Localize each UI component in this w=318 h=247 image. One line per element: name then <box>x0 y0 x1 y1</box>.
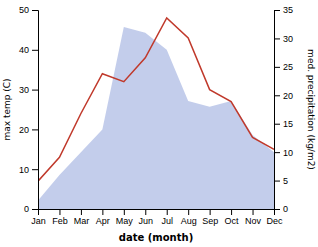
tick-mark <box>32 129 38 130</box>
tick-label: Apr <box>96 216 110 226</box>
tick: Mar <box>74 209 90 226</box>
tick: Oct <box>225 209 240 226</box>
tick: Sep <box>202 209 218 226</box>
tick-mark <box>274 209 280 210</box>
tick-label: 20 <box>283 91 293 101</box>
y2-axis-title: med. precipitation (kg/m2) <box>306 49 316 170</box>
tick: 40 <box>19 45 38 55</box>
tick: Nov <box>245 209 262 226</box>
tick-label: 30 <box>283 34 293 44</box>
tick: Jan <box>31 209 46 226</box>
tick: 35 <box>274 5 293 15</box>
tick-mark <box>32 90 38 91</box>
line <box>38 18 274 181</box>
tick-label: Dec <box>266 216 283 226</box>
tick: 30 <box>19 85 38 95</box>
tick-label: May <box>116 216 134 226</box>
tick-label: 0 <box>24 204 29 214</box>
tick-label: 10 <box>19 165 29 175</box>
tick-mark <box>32 50 38 51</box>
tick: 30 <box>274 34 293 44</box>
tick-label: Aug <box>181 216 197 226</box>
tick-label: 20 <box>19 125 29 135</box>
tick-label: 40 <box>19 45 29 55</box>
tick-mark <box>274 124 280 125</box>
tick: Jun <box>139 209 154 226</box>
tick-mark <box>274 67 280 68</box>
y2-axis: 0 5 10 15 20 25 30 35 <box>274 5 293 214</box>
tick-mark <box>253 209 254 215</box>
tick-mark <box>32 169 38 170</box>
tick-mark <box>274 95 280 96</box>
tick-label: 15 <box>283 119 293 129</box>
tick: 0 <box>274 204 288 214</box>
tick: 20 <box>274 91 293 101</box>
tick-label: Mar <box>74 216 90 226</box>
tick-label: Jan <box>31 216 46 226</box>
tick-mark <box>274 181 280 182</box>
tick-label: Jul <box>161 216 173 226</box>
tick-mark <box>231 209 232 215</box>
tick: 50 <box>19 5 38 15</box>
tick-mark <box>274 38 280 39</box>
tick: 20 <box>19 125 38 135</box>
tick-mark <box>274 10 280 11</box>
tick: 10 <box>274 148 293 158</box>
axis-line <box>39 210 275 216</box>
tick-mark <box>167 209 168 215</box>
tick: 25 <box>274 62 293 72</box>
tick: Jul <box>161 209 173 226</box>
tick-label: 30 <box>19 85 29 95</box>
tick-mark <box>210 209 211 215</box>
y-axis: 0 10 20 30 40 50 <box>19 5 39 214</box>
tick-mark <box>274 152 280 153</box>
tick: Feb <box>52 209 68 226</box>
tick-label: 35 <box>283 5 293 15</box>
chart: JanFebMarAprMayJunJulAugSepOctNovDec0102… <box>0 0 318 247</box>
tick-mark <box>32 209 38 210</box>
tick-label: Feb <box>52 216 68 226</box>
marks <box>38 18 274 209</box>
tick-label: Oct <box>225 216 240 226</box>
plot: JanFebMarAprMayJunJulAugSepOctNovDec0102… <box>19 5 293 226</box>
tick-mark <box>145 209 146 215</box>
tick-label: 10 <box>283 148 293 158</box>
tick-mark <box>32 10 38 11</box>
tick: 0 <box>24 204 38 214</box>
tick-mark <box>81 209 82 215</box>
tick-label: Nov <box>245 216 262 226</box>
axis-line <box>275 11 281 210</box>
x-axis: Jan Feb Mar Apr May Jun Jul Aug Sep Oct Nov Dec <box>31 209 283 226</box>
tick: 5 <box>274 176 288 186</box>
tick-mark <box>188 209 189 215</box>
x-axis-title: date (month) <box>119 232 193 243</box>
tick: May <box>116 209 134 226</box>
area <box>38 27 274 209</box>
tick-label: Jun <box>139 216 154 226</box>
tick-mark <box>124 209 125 215</box>
y-axis-title: max temp (C) <box>2 78 12 140</box>
tick-mark <box>102 209 103 215</box>
tick: Dec <box>266 209 283 226</box>
tick-mark <box>59 209 60 215</box>
tick-label: 5 <box>283 176 288 186</box>
tick-label: 50 <box>19 5 29 15</box>
tick: 10 <box>19 165 38 175</box>
tick-label: Sep <box>202 216 218 226</box>
tick: Aug <box>181 209 197 226</box>
axis-line <box>32 11 39 210</box>
tick: Apr <box>96 209 110 226</box>
tick: 15 <box>274 119 293 129</box>
tick-label: 0 <box>283 204 288 214</box>
tick-label: 25 <box>283 62 293 72</box>
